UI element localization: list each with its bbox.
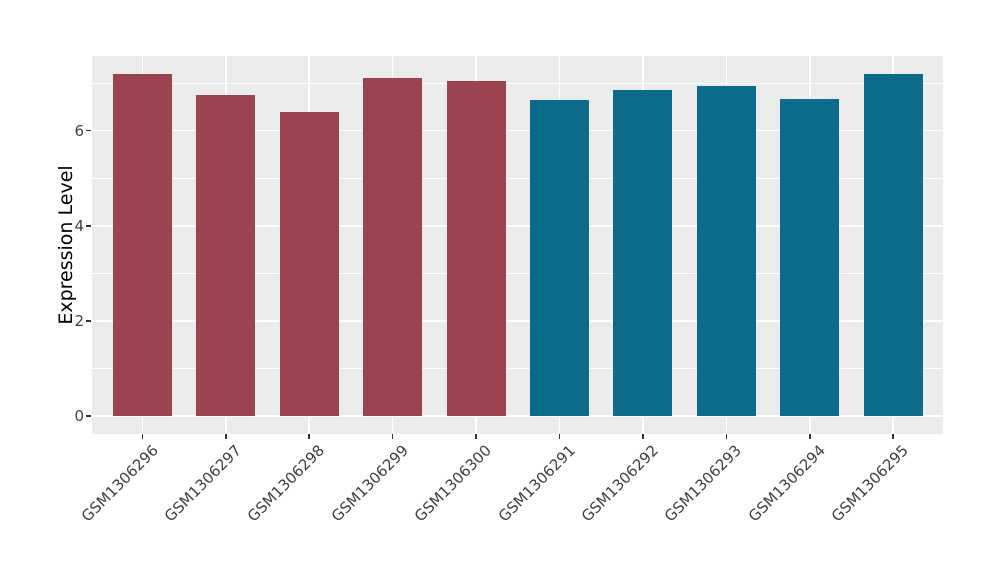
- y-tick-mark: [86, 415, 91, 417]
- x-tick-label: GSM1306291: [494, 441, 579, 526]
- x-tick-mark: [308, 434, 310, 439]
- y-tick-label: 6: [74, 121, 84, 140]
- x-tick-label: GSM1306298: [244, 441, 329, 526]
- bar-GSM1306300: [446, 80, 506, 416]
- major-gridline: [92, 129, 943, 132]
- bar-GSM1306291: [530, 99, 589, 416]
- x-tick-label: GSM1306292: [577, 441, 662, 526]
- bar-GSM1306293: [696, 85, 756, 416]
- x-tick-mark: [391, 434, 394, 439]
- x-tick-mark: [475, 434, 477, 439]
- minor-gridline: [92, 367, 943, 369]
- x-tick-label: GSM1306297: [160, 441, 245, 526]
- minor-gridline: [92, 272, 943, 274]
- major-gridline: [92, 225, 943, 227]
- major-gridline: [92, 415, 943, 417]
- bar-GSM1306297: [196, 95, 256, 416]
- x-tick-label: GSM1306295: [828, 441, 913, 526]
- x-tick-mark: [642, 434, 644, 439]
- bar-GSM1306296: [112, 73, 172, 416]
- y-tick-mark: [86, 320, 91, 322]
- x-tick-mark: [141, 434, 144, 439]
- y-axis-title: Expression Level: [55, 165, 77, 325]
- bar-GSM1306298: [279, 111, 339, 416]
- x-tick-label: GSM1306296: [77, 441, 162, 526]
- x-tick-mark: [558, 434, 561, 439]
- bar-GSM1306292: [613, 90, 673, 416]
- x-tick-label: GSM1306293: [661, 441, 746, 526]
- x-tick-mark: [892, 434, 894, 439]
- bar-GSM1306299: [363, 78, 423, 416]
- y-tick-label: 4: [74, 216, 84, 235]
- bar-GSM1306294: [780, 98, 840, 416]
- x-tick-label: GSM1306299: [327, 441, 412, 526]
- x-tick-mark: [809, 434, 811, 439]
- minor-gridline: [92, 82, 943, 84]
- bar-GSM1306295: [863, 73, 923, 416]
- x-tick-label: GSM1306300: [411, 441, 496, 526]
- minor-gridline: [92, 177, 943, 179]
- y-tick-label: 0: [74, 407, 84, 425]
- plot-panel: [92, 56, 943, 434]
- x-tick-mark: [225, 434, 227, 439]
- y-tick-label: 2: [74, 311, 84, 330]
- y-tick-mark: [86, 225, 91, 227]
- x-tick-mark: [725, 434, 728, 439]
- x-tick-label: GSM1306294: [744, 441, 829, 526]
- y-tick-mark: [86, 129, 91, 132]
- major-gridline: [92, 320, 943, 322]
